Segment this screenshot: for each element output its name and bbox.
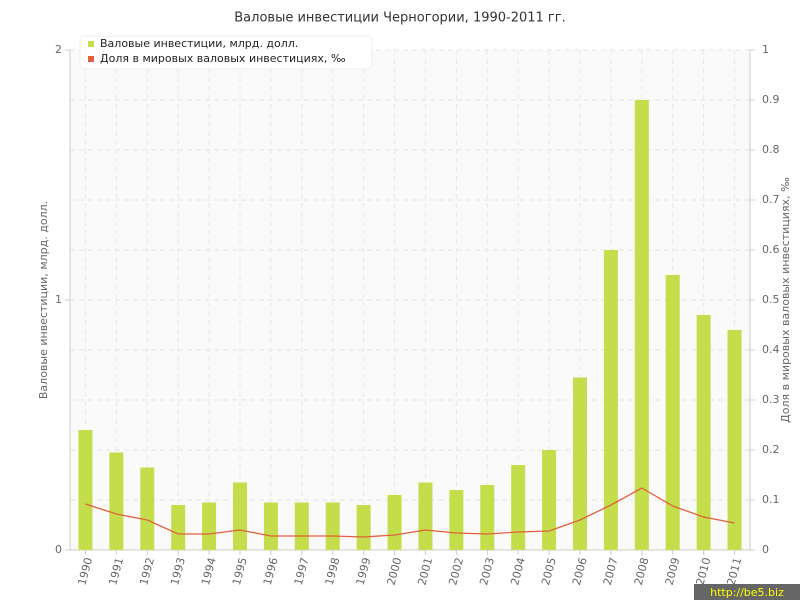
y2-tick-label: 1 xyxy=(762,43,769,56)
legend-marker xyxy=(88,56,94,62)
bar xyxy=(634,100,649,550)
bar xyxy=(356,505,371,550)
x-tick-label: 2011 xyxy=(725,556,745,586)
legend-box xyxy=(79,35,373,70)
bar xyxy=(696,315,711,550)
bar xyxy=(511,465,526,550)
x-tick-label: 1993 xyxy=(168,556,188,586)
y-axis-title: Валовые инвестиции, млрд. долл. xyxy=(37,201,50,399)
x-tick-label: 2003 xyxy=(477,556,497,586)
x-tick-label: 2004 xyxy=(508,556,528,586)
y2-tick-label: 0.9 xyxy=(762,93,780,106)
bar xyxy=(325,502,340,550)
y2-tick-label: 0.4 xyxy=(762,343,780,356)
y2-tick-label: 0 xyxy=(762,543,769,556)
bar xyxy=(202,502,217,550)
x-tick-label: 1991 xyxy=(106,556,126,586)
x-tick-label: 2007 xyxy=(601,556,621,586)
y2-tick-label: 0.1 xyxy=(762,493,780,506)
chart-title: Валовые инвестиции Черногории, 1990-2011… xyxy=(234,11,565,26)
y2-tick-label: 0.2 xyxy=(762,443,780,456)
bar xyxy=(603,250,618,550)
bar xyxy=(449,490,464,550)
x-tick-label: 2000 xyxy=(385,556,405,586)
x-tick-label: 2005 xyxy=(539,556,559,586)
bar xyxy=(480,485,495,550)
bar xyxy=(109,452,124,550)
x-tick-label: 2001 xyxy=(415,556,435,586)
y2-tick-label: 0.3 xyxy=(762,393,780,406)
bar xyxy=(78,430,93,550)
x-tick-label: 1995 xyxy=(230,556,250,586)
watermark-bg xyxy=(694,584,800,600)
bar xyxy=(140,467,155,550)
legend-label: Доля в мировых валовых инвестициях, ‰ xyxy=(100,52,346,65)
x-tick-label: 2009 xyxy=(663,556,683,586)
bar xyxy=(542,450,557,550)
y2-tick-label: 0.5 xyxy=(762,293,780,306)
x-tick-label: 1992 xyxy=(137,556,157,586)
bar xyxy=(665,275,680,550)
legend-label: Валовые инвестиции, млрд. долл. xyxy=(100,37,298,50)
x-tick-label: 1997 xyxy=(292,556,312,586)
x-tick-label: 1990 xyxy=(75,556,95,586)
x-tick-label: 2008 xyxy=(632,556,652,586)
x-tick-label: 1996 xyxy=(261,556,281,586)
y2-axis-title: Доля в мировых валовых инвестициях, ‰ xyxy=(779,177,792,423)
legend: Валовые инвестиции, млрд. долл. Доля в ми… xyxy=(79,35,373,70)
x-tick-label: 1994 xyxy=(199,556,219,586)
bar xyxy=(263,502,278,550)
bar xyxy=(387,495,402,550)
y-tick-label: 0 xyxy=(55,543,62,556)
y2-tick-label: 0.7 xyxy=(762,193,780,206)
x-tick-label: 1998 xyxy=(323,556,343,586)
y2-tick-label: 0.8 xyxy=(762,143,780,156)
bar xyxy=(727,330,742,550)
bar xyxy=(573,377,587,550)
legend-marker xyxy=(88,41,94,47)
bar xyxy=(418,482,433,550)
y-tick-label: 1 xyxy=(55,293,62,306)
x-tick-label: 2002 xyxy=(446,556,466,586)
y-tick-label: 2 xyxy=(55,43,62,56)
bar xyxy=(233,482,247,550)
watermark: http://be5.biz xyxy=(710,586,784,599)
bar xyxy=(171,505,186,550)
y2-tick-label: 0.6 xyxy=(762,243,780,256)
bar xyxy=(294,502,309,550)
x-tick-label: 2010 xyxy=(694,556,714,586)
line xyxy=(85,487,735,538)
x-tick-label: 1999 xyxy=(354,556,374,586)
x-tick-label: 2006 xyxy=(570,556,590,586)
